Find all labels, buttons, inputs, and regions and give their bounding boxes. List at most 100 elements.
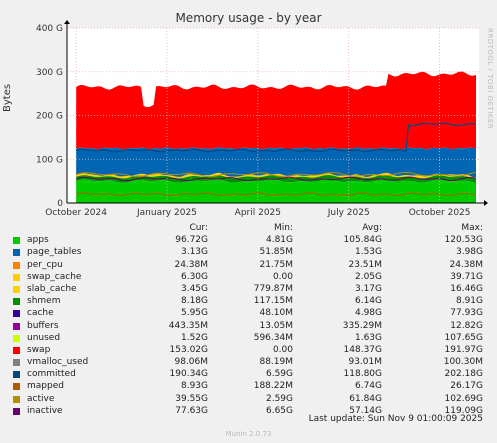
- legend-max: 12.82G: [450, 320, 483, 331]
- header-avg: Avg:: [362, 223, 382, 233]
- legend-min: 88.19M: [259, 357, 293, 368]
- legend-name: swap: [27, 344, 51, 355]
- legend-avg: 335.29M: [342, 320, 382, 331]
- chart-plot: 0 100 G 200 G 300 G 400 G October 2024 January…: [36, 20, 488, 218]
- legend-max: 39.71G: [450, 271, 483, 282]
- legend-cur: 443.35M: [168, 320, 208, 331]
- inactive-line: [75, 176, 477, 182]
- legend-row-vmalloc_used: vmalloc_used 98.06M 88.19M 93.01M 100.30M: [10, 356, 490, 368]
- swap-area: [76, 71, 477, 150]
- legend-max: 119.09G: [444, 405, 483, 416]
- legend-cur: 98.06M: [174, 357, 208, 368]
- legend-min: 779.87M: [253, 283, 293, 294]
- legend-avg: 23.51M: [348, 259, 382, 270]
- y-tick-label: 0: [57, 199, 63, 209]
- y-tick-label: 300 G: [36, 68, 63, 78]
- legend-row-page_tables: page_tables 3.13G 51.85M 1.53G 3.98G: [10, 246, 490, 258]
- legend-row-unused: unused 1.52G 596.34M 1.63G 107.65G: [10, 332, 490, 344]
- legend-cur: 77.63G: [175, 405, 208, 416]
- legend-row-swap_cache: swap_cache 6.30G 0.00 2.05G 39.71G: [10, 271, 490, 283]
- legend-name: inactive: [27, 405, 63, 416]
- legend-min: 4.81G: [265, 235, 293, 246]
- legend-max: 24.38M: [449, 259, 483, 270]
- legend-cur: 96.72G: [175, 235, 208, 246]
- x-tick-label: January 2025: [136, 208, 197, 218]
- legend-avg: 148.37G: [343, 344, 382, 355]
- legend-max: 202.18G: [444, 369, 483, 380]
- legend-max: 102.69G: [444, 393, 483, 404]
- legend-row-swap: swap 153.02G 0.00 148.37G 191.97G: [10, 344, 490, 356]
- legend-header: Cur: Min: Avg: Max:: [10, 222, 490, 234]
- legend-cur: 24.38M: [174, 259, 208, 270]
- last-update: Last update: Sun Nov 9 01:00:09 2025: [308, 414, 483, 424]
- legend-name: active: [27, 393, 55, 404]
- legend-swatch: [13, 261, 20, 269]
- legend-min: 6.65G: [265, 405, 293, 416]
- x-axis-arrow: [484, 200, 488, 206]
- legend-min: 117.15M: [253, 296, 293, 307]
- legend-avg: 6.74G: [354, 381, 382, 392]
- legend-avg: 57.14G: [349, 405, 382, 416]
- legend-avg: 93.01M: [348, 357, 382, 368]
- x-tick-label: October 2024: [45, 208, 107, 218]
- legend-name: apps: [27, 235, 49, 246]
- legend-swatch: [13, 298, 20, 306]
- active-line: [75, 171, 477, 178]
- legend-min: 21.75M: [259, 259, 293, 270]
- munin-version: Munin 2.0.73: [225, 430, 272, 438]
- legend-max: 16.46G: [450, 283, 483, 294]
- chart-title: Memory usage - by year: [175, 11, 322, 25]
- legend-name: per_cpu: [27, 259, 63, 270]
- legend-cur: 153.02G: [169, 344, 208, 355]
- y-axis-arrow: [64, 20, 70, 24]
- header-max: Max:: [461, 223, 483, 233]
- legend-name: committed: [27, 369, 76, 380]
- rrdtool-credit: RRDTOOL / TOBI OETIKER: [486, 28, 494, 130]
- legend-min: 51.85M: [259, 247, 293, 258]
- legend-swatch: [13, 322, 20, 330]
- legend-swatch: [13, 310, 20, 318]
- legend-name: page_tables: [27, 247, 82, 258]
- committed-line: [75, 122, 477, 153]
- legend-table: Cur: Min: Avg: Max: apps 96.72G 4.81G 105.8…: [10, 222, 490, 417]
- legend-row-apps: apps 96.72G 4.81G 105.84G 120.53G: [10, 234, 490, 246]
- legend-cur: 5.95G: [180, 308, 208, 319]
- legend-swatch: [13, 371, 20, 379]
- legend-cur: 3.13G: [180, 247, 208, 258]
- legend-row-inactive: inactive 77.63G 6.65G 57.14G 119.09G: [10, 405, 490, 417]
- legend-swatch: [13, 334, 20, 342]
- legend-row-buffers: buffers 443.35M 13.05M 335.29M 12.82G: [10, 320, 490, 332]
- legend-avg: 2.05G: [354, 271, 382, 282]
- legend-name: mapped: [27, 381, 64, 392]
- legend-cur: 6.30G: [180, 271, 208, 282]
- legend-avg: 3.17G: [354, 283, 382, 294]
- legend-row-shmem: shmem 8.18G 117.15M 6.14G 8.91G: [10, 295, 490, 307]
- legend-max: 8.91G: [455, 296, 483, 307]
- legend-min: 2.59G: [265, 393, 293, 404]
- apps-area: [76, 179, 477, 203]
- legend-avg: 1.53G: [354, 247, 382, 258]
- legend-min: 0.00: [272, 271, 293, 282]
- legend-swatch: [13, 285, 20, 293]
- mapped-line: [75, 192, 476, 197]
- legend-name: slab_cache: [27, 283, 77, 294]
- legend-max: 107.65G: [444, 332, 483, 343]
- legend-row-per_cpu: per_cpu 24.38M 21.75M 23.51M 24.38M: [10, 259, 490, 271]
- header-min: Min:: [273, 223, 293, 233]
- legend-cur: 8.18G: [180, 296, 208, 307]
- legend-min: 6.59G: [265, 369, 293, 380]
- legend-row-cache: cache 5.95G 48.10M 4.98G 77.93G: [10, 307, 490, 319]
- legend-cur: 3.45G: [180, 283, 208, 294]
- y-tick-label: 200 G: [36, 112, 63, 122]
- legend-avg: 1.63G: [354, 332, 382, 343]
- header-cur: Cur:: [189, 223, 208, 233]
- legend-avg: 105.84G: [343, 235, 382, 246]
- legend-name: shmem: [27, 296, 61, 307]
- legend-avg: 118.80G: [343, 369, 382, 380]
- legend-name: vmalloc_used: [27, 357, 89, 368]
- legend-max: 26.17G: [450, 381, 483, 392]
- legend-swatch: [13, 273, 20, 281]
- legend-min: 48.10M: [259, 308, 293, 319]
- y-tick-label: 400 G: [36, 24, 63, 34]
